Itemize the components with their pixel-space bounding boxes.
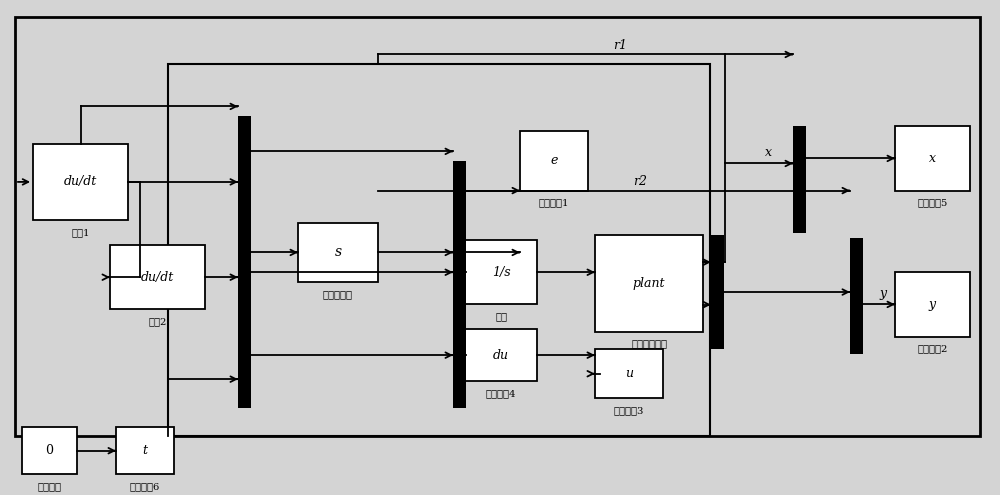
- Text: 工作区间2: 工作区间2: [917, 345, 948, 353]
- Text: 时钟信号: 时钟信号: [38, 482, 62, 491]
- Text: 0: 0: [46, 444, 54, 457]
- Text: du: du: [493, 348, 509, 362]
- Bar: [116, 427, 174, 474]
- Text: y: y: [879, 287, 887, 300]
- Bar: [22, 427, 77, 474]
- Bar: [15, 17, 980, 436]
- Bar: [711, 235, 724, 349]
- Bar: [595, 235, 703, 332]
- Text: du/dt: du/dt: [141, 271, 174, 284]
- Text: 控制律函数: 控制律函数: [323, 290, 353, 299]
- Text: e: e: [550, 154, 558, 167]
- Bar: [465, 240, 537, 304]
- Text: y: y: [929, 298, 936, 311]
- Bar: [793, 126, 806, 233]
- Bar: [238, 116, 251, 408]
- Bar: [595, 349, 663, 398]
- Text: s: s: [334, 246, 342, 259]
- Text: 工作区间4: 工作区间4: [486, 389, 516, 398]
- Text: 工作区间3: 工作区间3: [614, 406, 644, 415]
- Text: plant: plant: [633, 277, 665, 290]
- Text: t: t: [143, 444, 148, 457]
- Text: du/dt: du/dt: [64, 175, 97, 189]
- Text: r2: r2: [633, 175, 647, 188]
- Text: x: x: [929, 152, 936, 165]
- Text: 1/s: 1/s: [492, 266, 510, 279]
- Bar: [895, 126, 970, 191]
- Bar: [298, 223, 378, 282]
- Bar: [465, 329, 537, 381]
- Text: 工作区间5: 工作区间5: [917, 198, 948, 207]
- Text: u: u: [625, 367, 633, 380]
- Bar: [453, 161, 466, 408]
- Bar: [850, 238, 863, 354]
- Text: 求导2: 求导2: [148, 317, 167, 326]
- Text: 积分: 积分: [495, 312, 507, 321]
- Text: 工作区间6: 工作区间6: [130, 482, 160, 491]
- Bar: [895, 272, 970, 337]
- Bar: [110, 245, 205, 309]
- Text: 工作区间1: 工作区间1: [539, 198, 569, 207]
- Bar: [520, 131, 588, 191]
- Bar: [33, 144, 128, 220]
- Bar: [168, 64, 710, 436]
- Text: x: x: [765, 146, 772, 159]
- Text: 求导1: 求导1: [71, 228, 90, 237]
- Text: 微陀螺仪模型: 微陀螺仪模型: [631, 340, 667, 348]
- Text: r1: r1: [613, 39, 627, 52]
